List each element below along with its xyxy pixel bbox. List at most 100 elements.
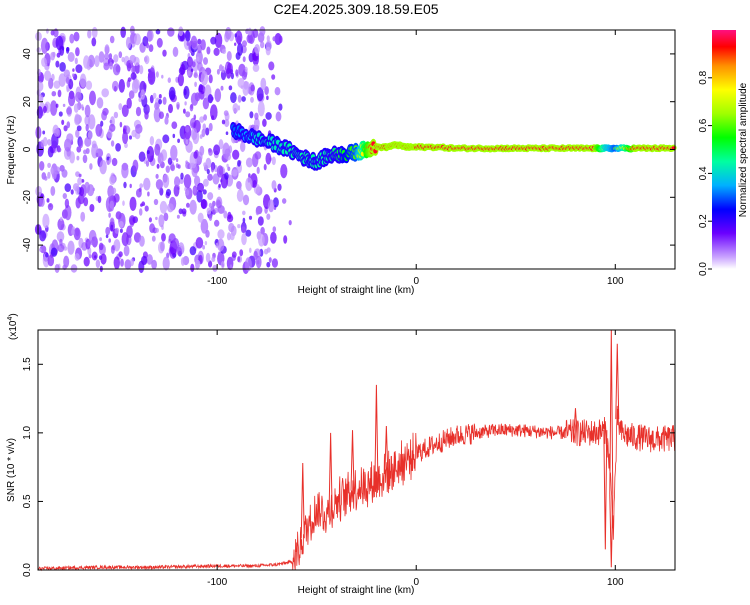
noise-speckle [208, 122, 213, 132]
noise-speckle [145, 160, 150, 167]
noise-speckle [217, 229, 225, 240]
noise-speckle [74, 57, 78, 65]
noise-speckle [270, 231, 277, 244]
noise-speckle [138, 151, 146, 162]
noise-speckle [60, 216, 63, 222]
noise-speckle [95, 123, 103, 137]
noise-speckle [184, 125, 190, 133]
noise-speckle [171, 121, 178, 129]
noise-speckle [144, 55, 150, 65]
noise-speckle [262, 118, 267, 127]
noise-speckle [260, 41, 265, 49]
snr-panel: -100 0 100 0.0 0.5 1.0 1.5 Height of straight… [6, 313, 676, 596]
noise-speckle [208, 260, 213, 268]
noise-speckle [139, 235, 145, 247]
noise-speckle [241, 233, 247, 246]
noise-speckle [256, 166, 260, 174]
noise-speckle [39, 197, 45, 207]
noise-speckle [149, 223, 156, 234]
noise-speckle [149, 94, 154, 104]
snr-scale-prefix: (x10 [8, 320, 19, 340]
noise-speckle [149, 136, 155, 146]
noise-speckle [58, 73, 66, 87]
noise-speckle [109, 123, 116, 132]
noise-speckle [165, 188, 172, 197]
noise-speckle [42, 130, 46, 135]
noise-speckle [231, 169, 238, 177]
noise-speckle [241, 96, 246, 102]
noise-speckle [113, 85, 117, 92]
noise-speckle [221, 66, 225, 73]
noise-speckle [119, 228, 123, 233]
noise-speckle [263, 163, 267, 171]
noise-speckle [187, 70, 191, 77]
noise-speckle [112, 63, 121, 76]
noise-speckle [250, 96, 254, 103]
noise-speckle [87, 29, 92, 39]
noise-speckle [47, 171, 51, 179]
noise-speckle [103, 62, 110, 71]
noise-speckle [239, 249, 244, 257]
noise-speckle [72, 68, 75, 72]
noise-speckle [66, 107, 72, 115]
noise-speckle [198, 84, 206, 95]
noise-speckle [140, 89, 146, 100]
noise-speckle [67, 240, 75, 255]
noise-speckle [146, 150, 150, 155]
noise-speckle [75, 129, 80, 138]
noise-speckle [167, 77, 171, 83]
noise-speckle [157, 152, 164, 165]
noise-speckle [208, 74, 213, 84]
noise-speckle [158, 98, 163, 105]
noise-speckle [199, 116, 205, 123]
noise-speckle [118, 51, 123, 59]
noise-speckle [271, 258, 278, 268]
snr-y-tick-label: 1.0 [22, 425, 33, 439]
noise-speckle [153, 198, 159, 206]
noise-speckle [234, 42, 237, 46]
noise-speckle [106, 130, 113, 139]
noise-speckle [208, 202, 213, 209]
noise-speckle [65, 76, 70, 85]
noise-speckle [168, 103, 173, 114]
noise-speckle [80, 211, 86, 222]
noise-speckle [210, 104, 218, 121]
noise-speckle [88, 254, 92, 259]
noise-speckle [173, 184, 180, 197]
snr-y-tick-label: 1.5 [22, 357, 33, 371]
noise-speckle [189, 104, 194, 112]
noise-speckle [118, 251, 123, 258]
noise-speckle [193, 72, 198, 79]
noise-speckle [206, 207, 212, 215]
noise-speckle [237, 78, 245, 88]
noise-speckle [214, 32, 223, 49]
noise-speckle [106, 159, 110, 166]
noise-speckle [213, 47, 220, 57]
noise-speckle [83, 55, 90, 69]
noise-speckle [104, 44, 110, 55]
noise-speckle [195, 237, 204, 249]
noise-speckle [95, 152, 99, 157]
noise-speckle [268, 61, 275, 71]
noise-speckle [77, 177, 82, 186]
noise-speckle [112, 187, 117, 195]
noise-speckle [220, 261, 225, 269]
noise-speckle [249, 247, 252, 253]
noise-speckle [202, 97, 210, 110]
spectrogram-y-tick-label: -20 [22, 190, 33, 205]
noise-speckle [225, 27, 232, 40]
noise-speckle [170, 145, 178, 161]
noise-speckle [62, 193, 67, 199]
noise-speckle [212, 264, 218, 272]
snr-spike [573, 408, 578, 433]
noise-speckle [39, 161, 45, 171]
noise-speckle [155, 71, 159, 78]
noise-speckle [235, 30, 243, 44]
noise-speckle [254, 151, 262, 160]
noise-speckle [55, 35, 64, 51]
noise-speckle [139, 65, 144, 75]
noise-speckle [288, 220, 292, 226]
noise-speckle [146, 146, 155, 163]
noise-speckle [180, 172, 184, 180]
